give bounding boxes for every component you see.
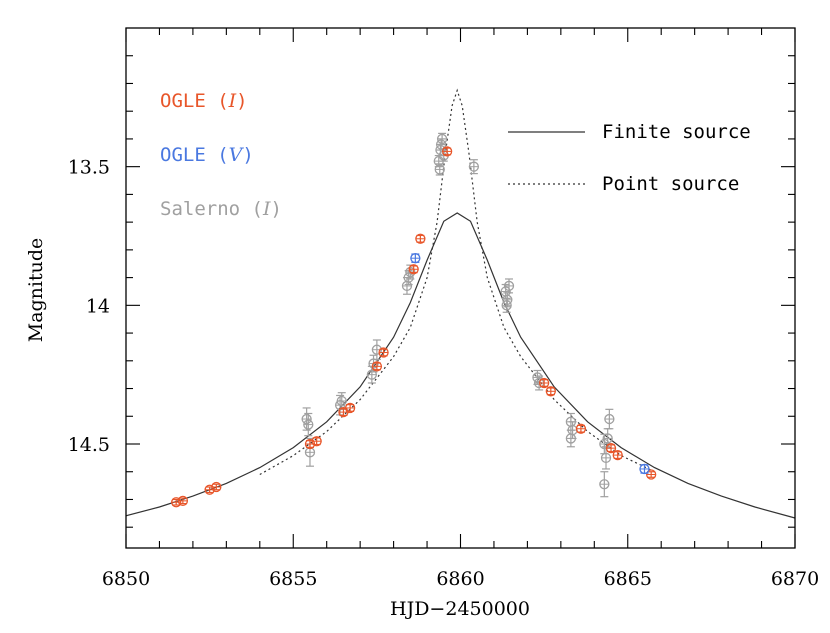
x-tick-label: 6850 (102, 568, 150, 590)
data-point (538, 377, 550, 389)
data-points (171, 132, 657, 508)
data-point (344, 402, 356, 414)
data-point (605, 443, 617, 454)
data-point (301, 407, 312, 431)
data-point (599, 471, 610, 498)
data-point (435, 138, 447, 151)
data-point (410, 253, 421, 264)
data-point (468, 159, 480, 175)
data-point (501, 297, 512, 313)
data-point (311, 436, 322, 447)
data-point (600, 446, 612, 470)
data-point (612, 449, 623, 461)
y-tick-label: 13.5 (68, 157, 110, 179)
legend-entry: OGLE (V) (160, 144, 254, 166)
x-tick-label: 6860 (436, 568, 484, 590)
data-point (565, 429, 577, 448)
data-point (604, 408, 615, 430)
data-point (401, 277, 413, 295)
axes: 6850 6855 6860 6865 6870 13.5 14 14.5 (68, 27, 819, 590)
legend: OGLE (I) OGLE (V) Salerno (I) Finite source… (160, 90, 751, 220)
legend-line-label: Point source (602, 173, 739, 195)
y-axis-label: Magnitude (25, 238, 47, 343)
data-point (545, 386, 556, 397)
legend-entry: Salerno (I) (160, 198, 282, 220)
x-tick-label: 6865 (604, 568, 652, 590)
finite-source-curve (125, 212, 796, 519)
data-point (441, 146, 453, 157)
data-point (434, 163, 445, 176)
data-point (371, 361, 383, 372)
data-point (639, 463, 650, 475)
point-source-curve (259, 88, 655, 476)
x-tick-label: 6855 (269, 568, 317, 590)
data-point (378, 347, 389, 358)
model-curves (125, 88, 796, 519)
data-point (303, 412, 314, 437)
data-point (503, 278, 515, 294)
data-point (575, 423, 587, 434)
y-tick-label: 14 (86, 295, 110, 317)
data-point (338, 406, 349, 418)
x-axis-label: HJD−2450000 (390, 598, 530, 620)
legend-entry: OGLE (I) (160, 90, 248, 112)
data-point (408, 264, 419, 275)
x-tick-label: 6870 (771, 568, 819, 590)
legend-line-label: Finite source (602, 121, 751, 143)
data-point (415, 233, 426, 244)
y-tick-label: 14.5 (68, 434, 110, 456)
data-point (211, 481, 222, 493)
data-point (177, 495, 189, 507)
